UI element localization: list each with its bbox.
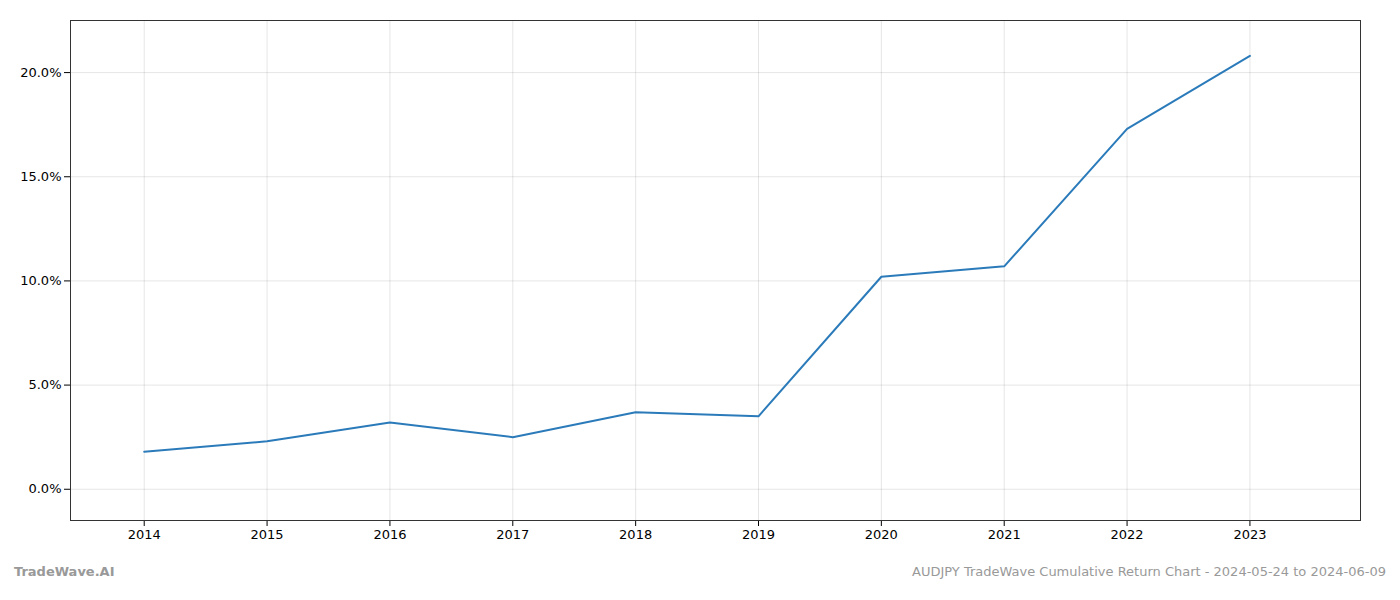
svg-text:2016: 2016 <box>373 527 406 542</box>
svg-text:2021: 2021 <box>988 527 1021 542</box>
svg-text:2015: 2015 <box>251 527 284 542</box>
svg-text:2022: 2022 <box>1111 527 1144 542</box>
svg-text:0.0%: 0.0% <box>28 481 61 496</box>
svg-text:20.0%: 20.0% <box>20 65 61 80</box>
svg-text:10.0%: 10.0% <box>20 273 61 288</box>
svg-text:2014: 2014 <box>128 527 161 542</box>
svg-text:2019: 2019 <box>742 527 775 542</box>
svg-text:2023: 2023 <box>1233 527 1266 542</box>
svg-text:2020: 2020 <box>865 527 898 542</box>
svg-text:15.0%: 15.0% <box>20 169 61 184</box>
html-text:AUDJPY TradeWave Cumulative Re: AUDJPY TradeWave Cumulative Return Chart… <box>912 564 1386 579</box>
html-text:TradeWave.AI: TradeWave.AI <box>14 564 115 579</box>
svg-text:5.0%: 5.0% <box>28 377 61 392</box>
svg-text:2018: 2018 <box>619 527 652 542</box>
svg-text:2017: 2017 <box>496 527 529 542</box>
